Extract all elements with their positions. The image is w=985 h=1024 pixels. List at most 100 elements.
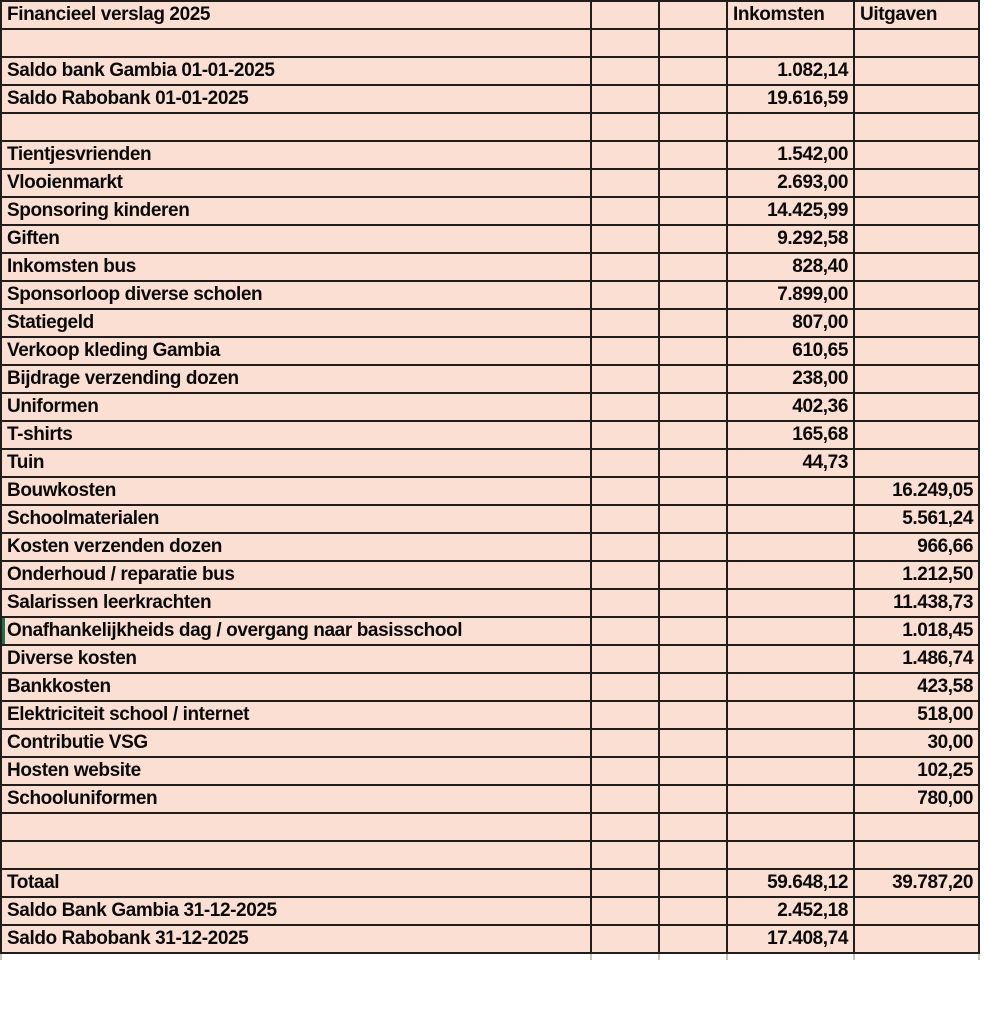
inkomsten-cell[interactable]: 59.648,12 bbox=[726, 868, 855, 898]
row-label-cell[interactable]: Saldo bank Gambia 01-01-2025 bbox=[0, 56, 592, 86]
row-label-cell[interactable] bbox=[0, 112, 592, 142]
blank-cell[interactable] bbox=[658, 252, 728, 282]
inkomsten-cell[interactable] bbox=[726, 560, 855, 590]
blank-cell[interactable] bbox=[590, 196, 660, 226]
row-label-cell[interactable]: Hosten website bbox=[0, 756, 592, 786]
blank-cell[interactable] bbox=[658, 616, 728, 646]
inkomsten-cell[interactable] bbox=[726, 112, 855, 142]
row-label-cell[interactable]: Schoolmaterialen bbox=[0, 504, 592, 534]
blank-cell[interactable] bbox=[658, 420, 728, 450]
uitgaven-cell[interactable] bbox=[853, 28, 980, 58]
uitgaven-cell[interactable]: 11.438,73 bbox=[853, 588, 980, 618]
blank-cell[interactable] bbox=[658, 28, 728, 58]
blank-cell[interactable] bbox=[658, 392, 728, 422]
row-label-cell[interactable]: Saldo Rabobank 01-01-2025 bbox=[0, 84, 592, 114]
inkomsten-cell[interactable]: 9.292,58 bbox=[726, 224, 855, 254]
inkomsten-cell[interactable] bbox=[726, 700, 855, 730]
row-label-cell[interactable]: Vlooienmarkt bbox=[0, 168, 592, 198]
row-label-cell[interactable]: Schooluniformen bbox=[0, 784, 592, 814]
uitgaven-cell[interactable] bbox=[853, 420, 980, 450]
row-label-cell[interactable] bbox=[0, 28, 592, 58]
blank-cell[interactable] bbox=[658, 224, 728, 254]
blank-cell[interactable] bbox=[658, 644, 728, 674]
uitgaven-cell[interactable]: 1.486,74 bbox=[853, 644, 980, 674]
blank-cell[interactable] bbox=[658, 532, 728, 562]
blank-cell[interactable] bbox=[590, 868, 660, 898]
inkomsten-cell[interactable]: 238,00 bbox=[726, 364, 855, 394]
uitgaven-cell[interactable] bbox=[853, 924, 980, 954]
row-label-cell[interactable]: Saldo Bank Gambia 31-12-2025 bbox=[0, 896, 592, 926]
uitgaven-cell[interactable] bbox=[853, 896, 980, 926]
inkomsten-cell[interactable] bbox=[726, 784, 855, 814]
row-label-cell[interactable]: T-shirts bbox=[0, 420, 592, 450]
inkomsten-cell[interactable] bbox=[726, 504, 855, 534]
blank-cell[interactable] bbox=[590, 504, 660, 534]
report-title-cell[interactable]: Financieel verslag 2025 bbox=[0, 0, 592, 30]
blank-cell[interactable] bbox=[658, 308, 728, 338]
inkomsten-cell[interactable]: 807,00 bbox=[726, 308, 855, 338]
uitgaven-cell[interactable] bbox=[853, 840, 980, 870]
blank-cell[interactable] bbox=[590, 616, 660, 646]
uitgaven-cell[interactable] bbox=[853, 84, 980, 114]
blank-cell[interactable] bbox=[590, 0, 660, 30]
blank-cell[interactable] bbox=[658, 448, 728, 478]
inkomsten-cell[interactable] bbox=[726, 756, 855, 786]
row-label-cell[interactable]: Salarissen leerkrachten bbox=[0, 588, 592, 618]
uitgaven-cell[interactable] bbox=[853, 252, 980, 282]
blank-cell[interactable] bbox=[590, 756, 660, 786]
blank-cell[interactable] bbox=[590, 112, 660, 142]
uitgaven-cell[interactable] bbox=[853, 196, 980, 226]
inkomsten-cell[interactable] bbox=[726, 616, 855, 646]
row-label-cell[interactable]: Diverse kosten bbox=[0, 644, 592, 674]
blank-cell[interactable] bbox=[658, 84, 728, 114]
blank-cell[interactable] bbox=[658, 56, 728, 86]
row-label-cell[interactable]: Tuin bbox=[0, 448, 592, 478]
inkomsten-cell[interactable]: 610,65 bbox=[726, 336, 855, 366]
blank-cell[interactable] bbox=[658, 140, 728, 170]
inkomsten-cell[interactable]: 402,36 bbox=[726, 392, 855, 422]
blank-cell[interactable] bbox=[658, 280, 728, 310]
uitgaven-cell[interactable]: 39.787,20 bbox=[853, 868, 980, 898]
blank-cell[interactable] bbox=[658, 840, 728, 870]
row-label-cell[interactable]: Saldo Rabobank 31-12-2025 bbox=[0, 924, 592, 954]
inkomsten-cell[interactable] bbox=[726, 532, 855, 562]
row-label-cell[interactable]: Bijdrage verzending dozen bbox=[0, 364, 592, 394]
blank-cell[interactable] bbox=[590, 644, 660, 674]
row-label-cell[interactable]: Contributie VSG bbox=[0, 728, 592, 758]
blank-cell[interactable] bbox=[658, 196, 728, 226]
inkomsten-cell[interactable] bbox=[726, 588, 855, 618]
uitgaven-cell[interactable] bbox=[853, 224, 980, 254]
blank-cell[interactable] bbox=[658, 560, 728, 590]
blank-cell[interactable] bbox=[590, 476, 660, 506]
inkomsten-cell[interactable]: 828,40 bbox=[726, 252, 855, 282]
uitgaven-cell[interactable]: 966,66 bbox=[853, 532, 980, 562]
column-header-uitgaven[interactable]: Uitgaven bbox=[853, 0, 980, 30]
blank-cell[interactable] bbox=[658, 364, 728, 394]
blank-cell[interactable] bbox=[658, 476, 728, 506]
inkomsten-cell[interactable] bbox=[726, 28, 855, 58]
blank-cell[interactable] bbox=[658, 784, 728, 814]
blank-cell[interactable] bbox=[658, 0, 728, 30]
blank-cell[interactable] bbox=[590, 28, 660, 58]
blank-cell[interactable] bbox=[590, 560, 660, 590]
uitgaven-cell[interactable]: 5.561,24 bbox=[853, 504, 980, 534]
blank-cell[interactable] bbox=[590, 308, 660, 338]
row-label-cell[interactable] bbox=[0, 812, 592, 842]
blank-cell[interactable] bbox=[590, 364, 660, 394]
blank-cell[interactable] bbox=[590, 924, 660, 954]
blank-cell[interactable] bbox=[590, 252, 660, 282]
row-label-cell[interactable] bbox=[0, 840, 592, 870]
blank-cell[interactable] bbox=[590, 728, 660, 758]
inkomsten-cell[interactable]: 44,73 bbox=[726, 448, 855, 478]
blank-cell[interactable] bbox=[658, 868, 728, 898]
row-label-cell[interactable]: Sponsoring kinderen bbox=[0, 196, 592, 226]
row-label-cell[interactable]: Bankkosten bbox=[0, 672, 592, 702]
uitgaven-cell[interactable]: 30,00 bbox=[853, 728, 980, 758]
inkomsten-cell[interactable]: 2.452,18 bbox=[726, 896, 855, 926]
uitgaven-cell[interactable] bbox=[853, 812, 980, 842]
blank-cell[interactable] bbox=[590, 168, 660, 198]
inkomsten-cell[interactable]: 17.408,74 bbox=[726, 924, 855, 954]
uitgaven-cell[interactable] bbox=[853, 140, 980, 170]
row-label-cell[interactable]: Giften bbox=[0, 224, 592, 254]
blank-cell[interactable] bbox=[658, 336, 728, 366]
